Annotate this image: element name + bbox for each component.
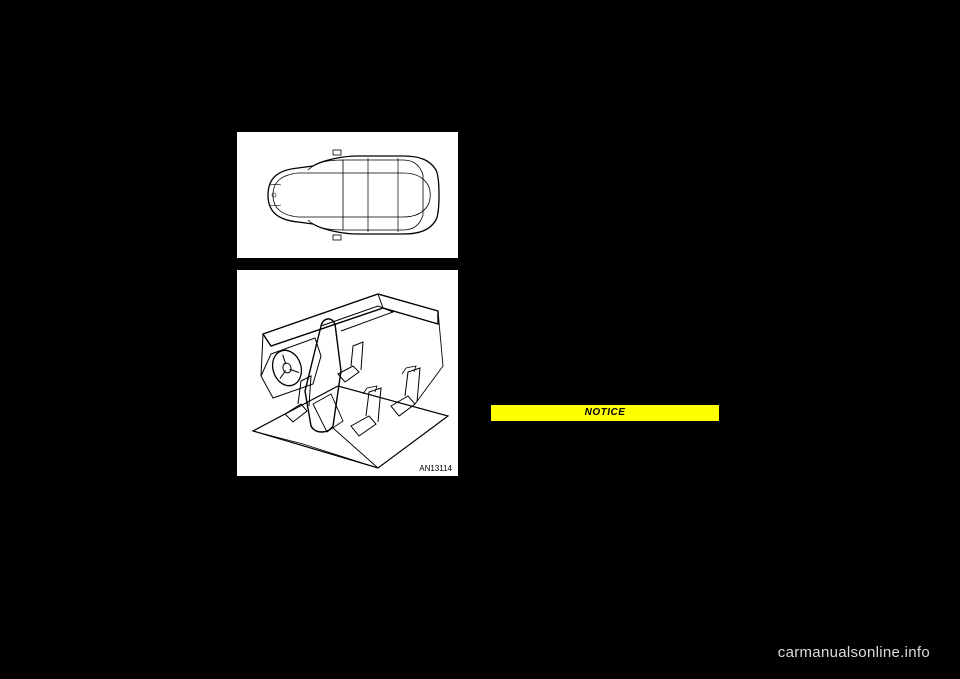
car-interior-curtain-airbag-icon [243, 276, 453, 471]
figure-column: AN13114 [235, 130, 460, 550]
notice-box: NOTICE [490, 404, 720, 422]
car-top-view-icon [248, 140, 448, 250]
watermark-text: carmanualsonline.info [778, 644, 930, 661]
notice-label: NOTICE [585, 407, 626, 418]
figure-top-view [235, 130, 460, 260]
page-content: AN13114 NOTICE [235, 130, 725, 550]
figure-code-label: AN13114 [419, 464, 452, 473]
figure-interior-view: AN13114 [235, 268, 460, 478]
text-column: NOTICE [490, 130, 720, 550]
